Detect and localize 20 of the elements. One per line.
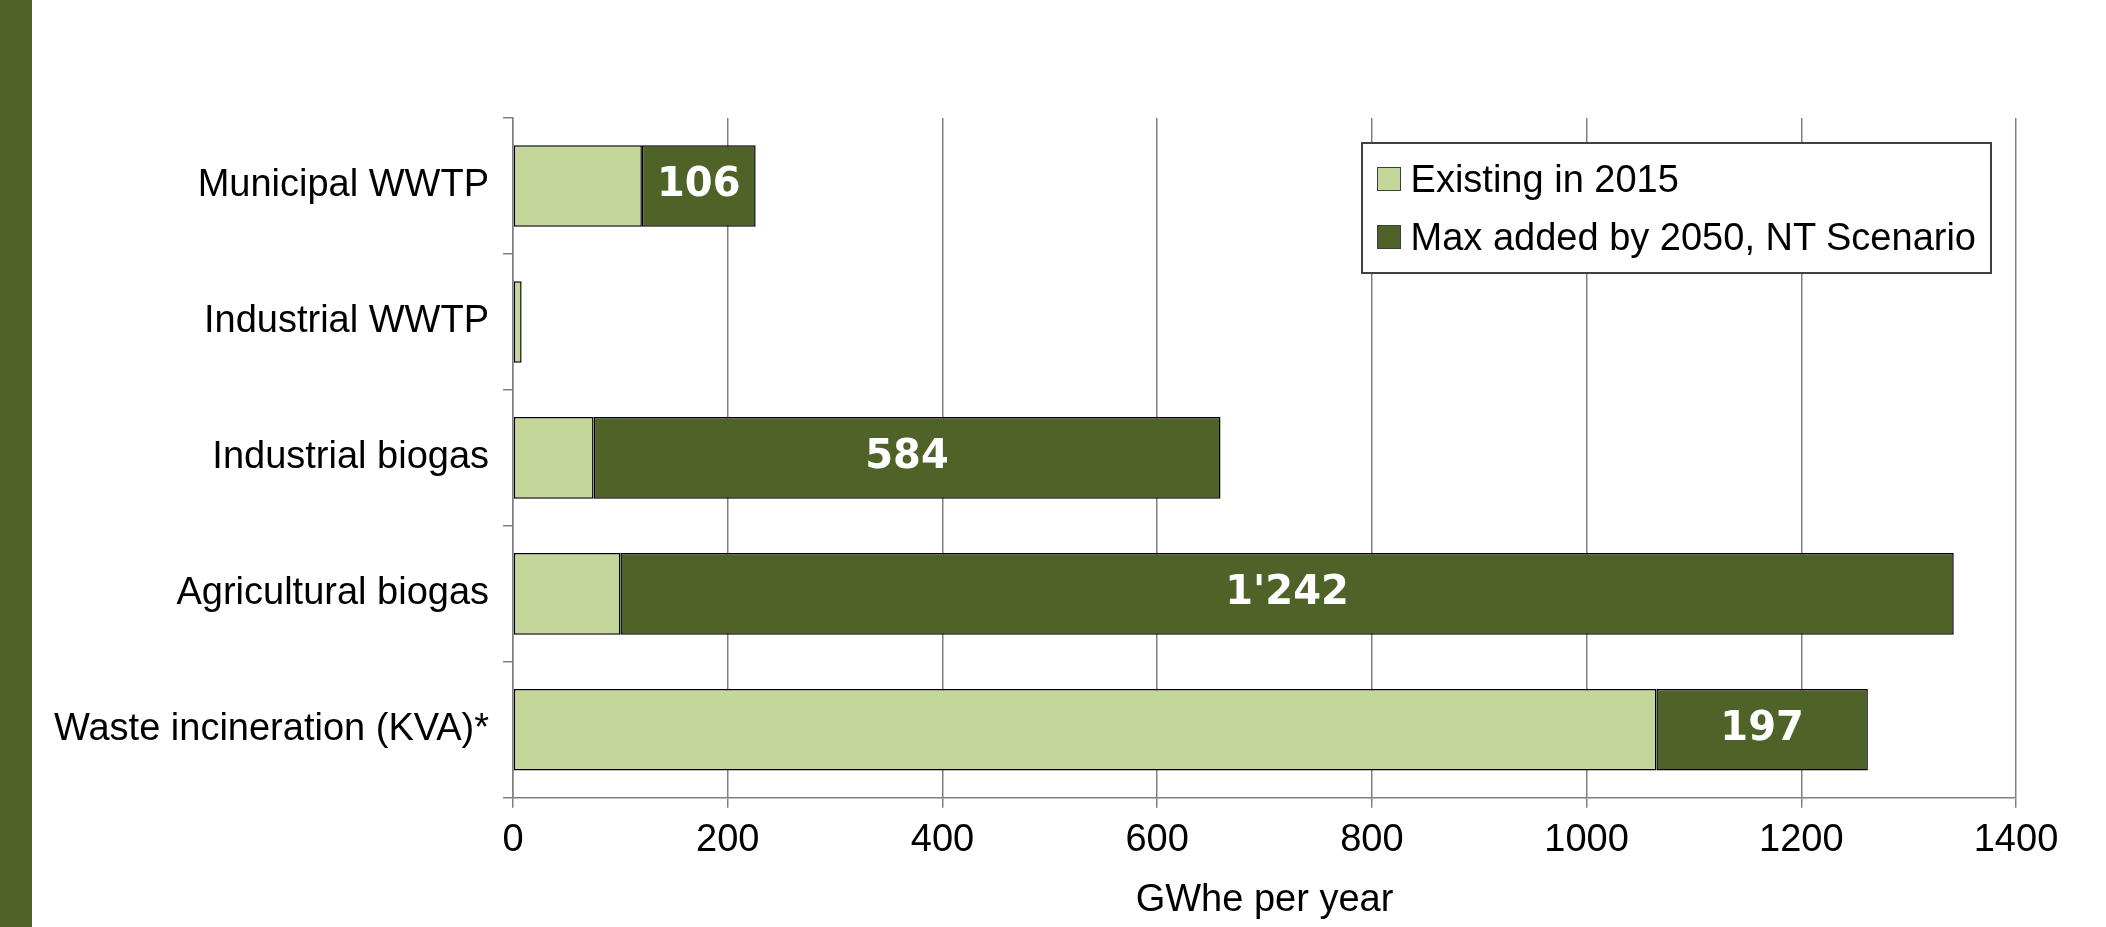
x-tick-label: 800 bbox=[1340, 817, 1404, 860]
y-tick-label: Municipal WWTP bbox=[197, 162, 490, 205]
x-tick-label: 1000 bbox=[1544, 817, 1629, 860]
x-axis-title: GWhe per year bbox=[1135, 876, 1394, 919]
y-tick-label: Industrial biogas bbox=[212, 434, 490, 477]
legend-label: Max added by 2050, NT Scenario bbox=[1410, 215, 1976, 260]
legend-label: Existing in 2015 bbox=[1410, 157, 1679, 202]
data-label: 1'242 bbox=[1225, 567, 1349, 614]
y-tick-label: Agricultural biogas bbox=[176, 570, 490, 613]
x-tick-label: 0 bbox=[502, 817, 524, 860]
x-tick-label: 600 bbox=[1125, 817, 1189, 860]
data-label: 197 bbox=[1720, 703, 1804, 750]
x-tick-label: 1200 bbox=[1759, 817, 1844, 860]
data-label: 106 bbox=[657, 159, 741, 206]
x-tick-label: 400 bbox=[910, 817, 975, 860]
data-label: 584 bbox=[865, 431, 949, 478]
x-tick-label: 1400 bbox=[1973, 817, 2059, 860]
x-tick-label: 200 bbox=[696, 817, 760, 860]
y-tick-label: Waste incineration (KVA)* bbox=[53, 706, 490, 749]
y-tick-label: Industrial WWTP bbox=[204, 298, 490, 341]
